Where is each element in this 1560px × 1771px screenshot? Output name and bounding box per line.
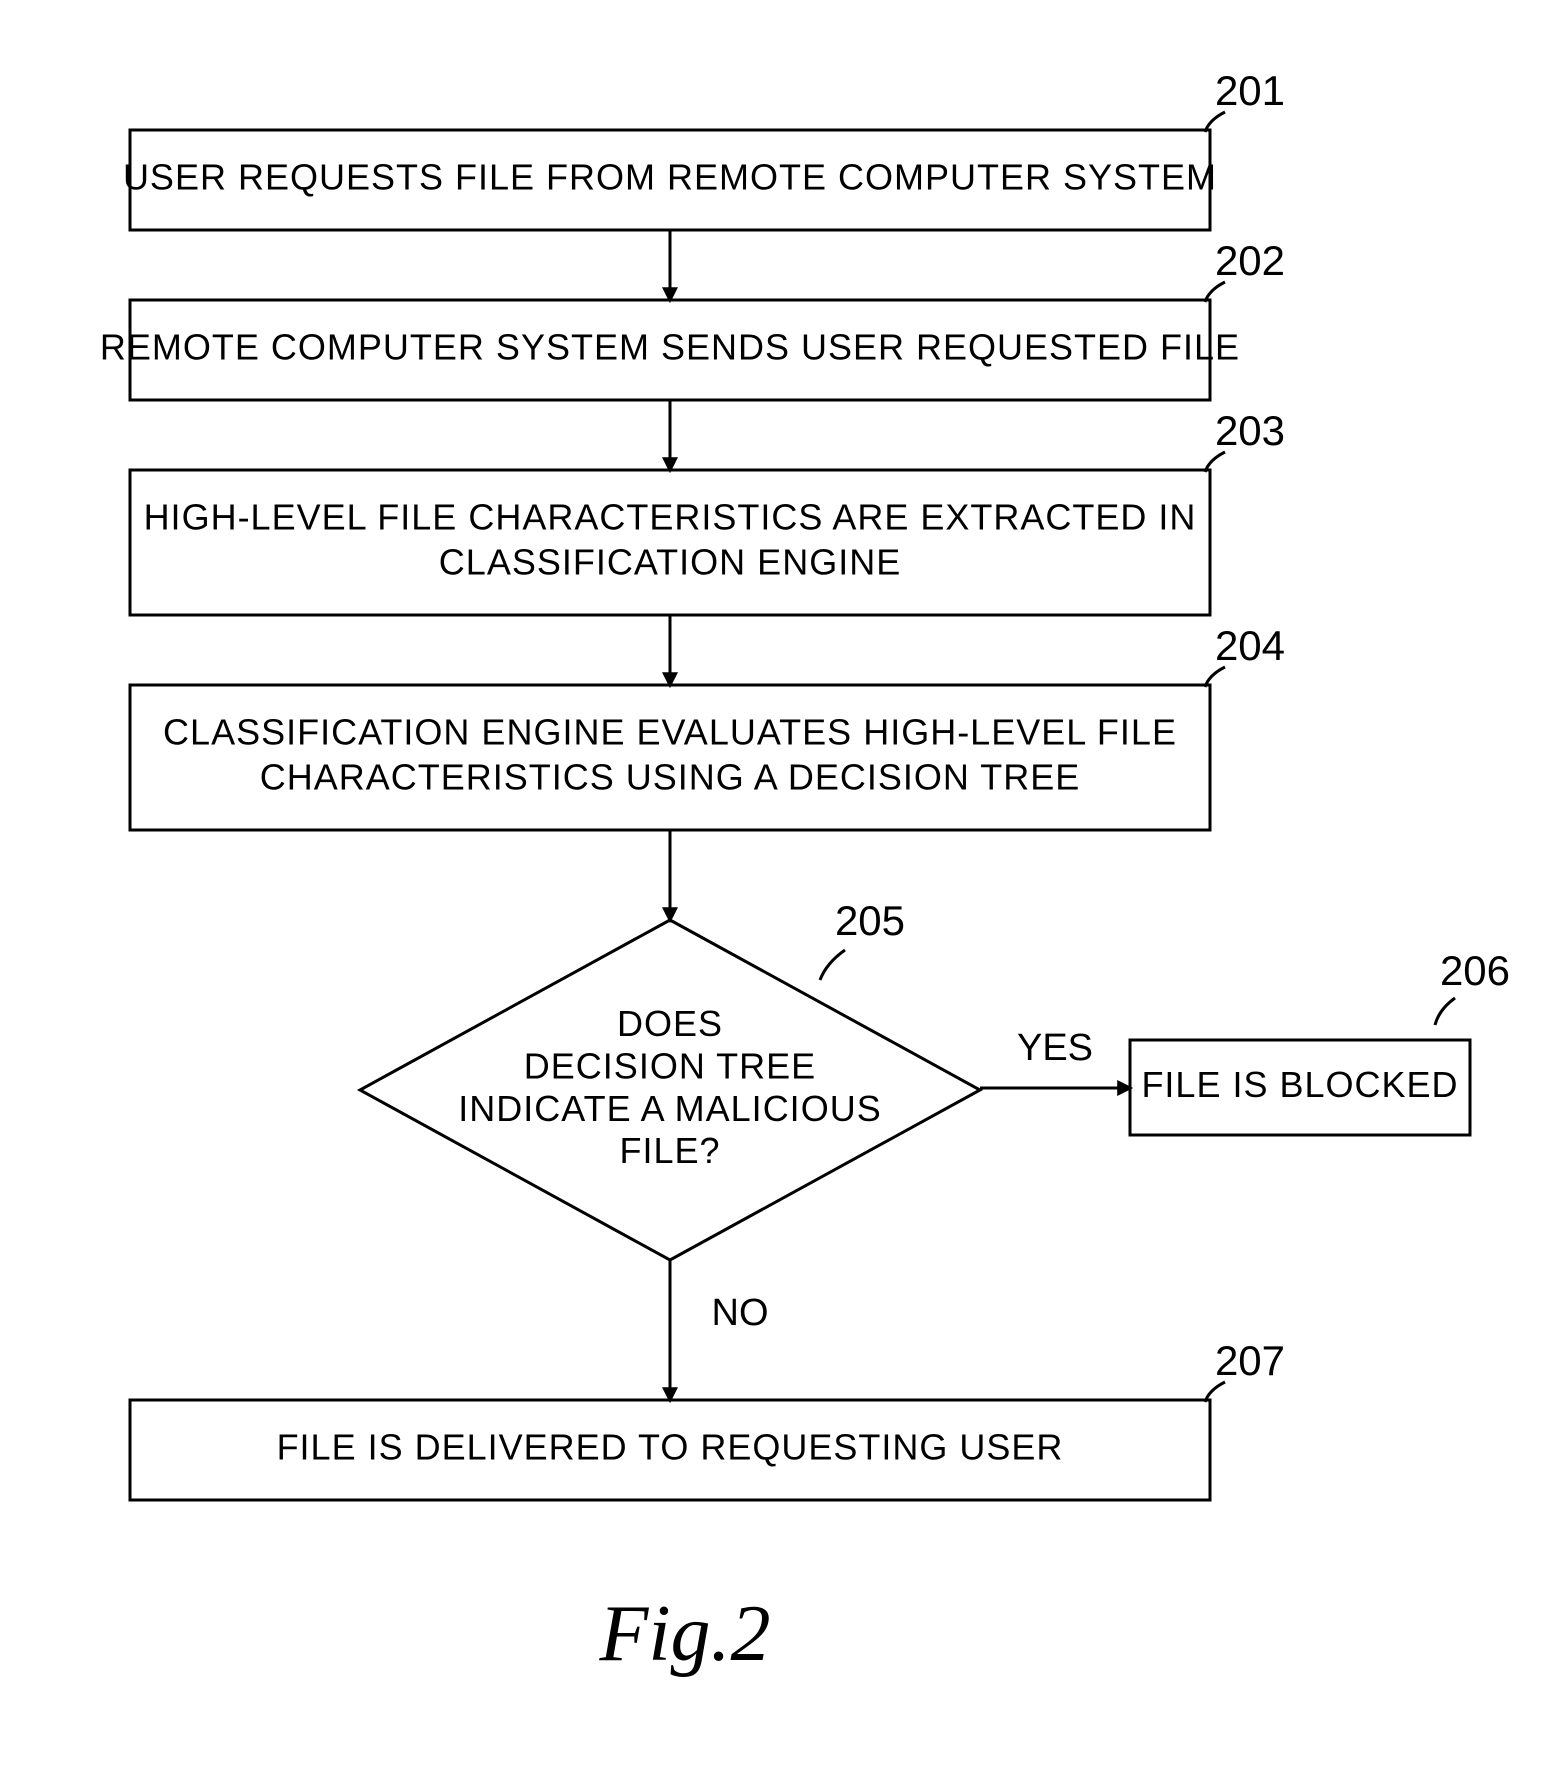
flow-edge: NO: [670, 1260, 769, 1400]
ref-callout-tick: [1435, 998, 1455, 1025]
ref-number: 202: [1215, 237, 1285, 284]
node-text: FILE?: [619, 1130, 720, 1171]
node-text: CLASSIFICATION ENGINE EVALUATES HIGH-LEV…: [163, 712, 1177, 753]
ref-number: 204: [1215, 622, 1285, 669]
flow-node-n207: FILE IS DELIVERED TO REQUESTING USER 207: [130, 1337, 1285, 1500]
flow-node-n205: DOESDECISION TREEINDICATE A MALICIOUSFIL…: [360, 897, 980, 1260]
ref-number: 203: [1215, 407, 1285, 454]
node-text: INDICATE A MALICIOUS: [458, 1088, 881, 1129]
flow-node-n203: HIGH-LEVEL FILE CHARACTERISTICS ARE EXTR…: [130, 407, 1285, 615]
flow-node-n201: USER REQUESTS FILE FROM REMOTE COMPUTER …: [123, 67, 1285, 230]
node-text: CLASSIFICATION ENGINE: [439, 542, 901, 583]
ref-number: 201: [1215, 67, 1285, 114]
node-text: HIGH-LEVEL FILE CHARACTERISTICS ARE EXTR…: [144, 497, 1197, 538]
ref-number: 207: [1215, 1337, 1285, 1384]
ref-callout-tick: [820, 950, 845, 980]
flow-edge: YES: [980, 1027, 1130, 1088]
flow-node-n206: FILE IS BLOCKED 206: [1130, 947, 1510, 1135]
ref-number: 205: [835, 897, 905, 944]
edge-label: YES: [1017, 1027, 1093, 1069]
node-text: CHARACTERISTICS USING A DECISION TREE: [260, 757, 1080, 798]
flowchart-layer: USER REQUESTS FILE FROM REMOTE COMPUTER …: [100, 67, 1510, 1678]
node-text: FILE IS DELIVERED TO REQUESTING USER: [277, 1427, 1064, 1468]
flowchart-figure: USER REQUESTS FILE FROM REMOTE COMPUTER …: [0, 0, 1560, 1771]
flow-node-n204: CLASSIFICATION ENGINE EVALUATES HIGH-LEV…: [130, 622, 1285, 830]
node-text: DECISION TREE: [524, 1045, 816, 1086]
node-text: REMOTE COMPUTER SYSTEM SENDS USER REQUES…: [100, 327, 1240, 368]
node-text: USER REQUESTS FILE FROM REMOTE COMPUTER …: [123, 157, 1217, 198]
node-text: FILE IS BLOCKED: [1141, 1064, 1458, 1105]
edge-label: NO: [712, 1292, 769, 1334]
figure-caption: Fig.2: [598, 1590, 770, 1678]
node-text: DOES: [617, 1003, 723, 1044]
ref-number: 206: [1440, 947, 1510, 994]
flow-node-n202: REMOTE COMPUTER SYSTEM SENDS USER REQUES…: [100, 237, 1285, 400]
